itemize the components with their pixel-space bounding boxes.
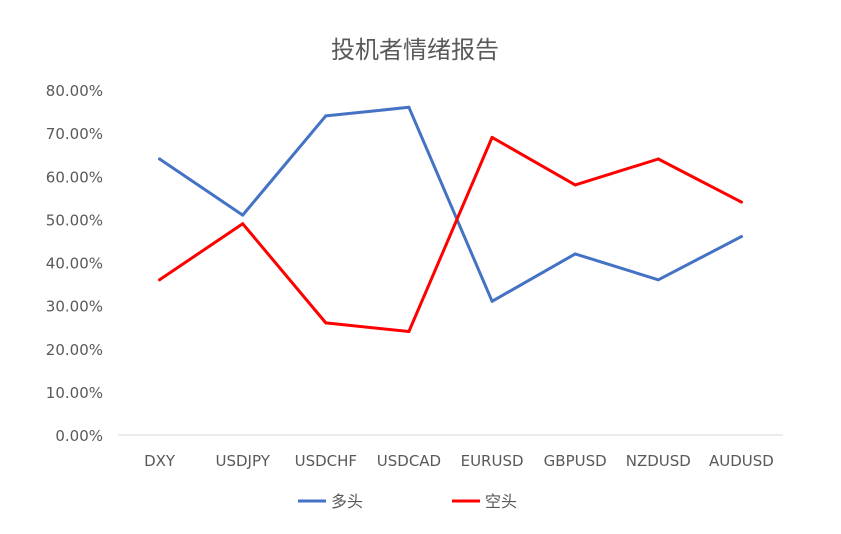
y-tick-label: 70.00%: [46, 125, 103, 143]
x-tick-label: NZDUSD: [626, 452, 691, 470]
series-line-1: [158, 105, 743, 303]
x-tick-label: DXY: [144, 452, 176, 470]
data-point: [573, 183, 577, 187]
y-tick-label: 80.00%: [46, 82, 103, 100]
chart-title: 投机者情绪报告: [331, 36, 499, 64]
y-tick-label: 0.00%: [55, 427, 103, 445]
series-lines: [158, 105, 743, 333]
data-point: [158, 157, 162, 161]
data-point: [158, 278, 162, 282]
x-tick-label: GBPUSD: [544, 452, 607, 470]
data-point: [324, 114, 328, 118]
y-tick-label: 10.00%: [46, 384, 103, 402]
series-line-2: [158, 135, 743, 333]
data-point: [241, 213, 245, 217]
x-tick-label: USDCHF: [295, 452, 357, 470]
data-point: [656, 157, 660, 161]
data-point: [407, 330, 411, 333]
data-point: [739, 235, 743, 239]
y-tick-label: 40.00%: [46, 255, 103, 273]
legend-label: 空头: [485, 492, 517, 511]
data-point: [739, 200, 743, 204]
data-point: [241, 222, 245, 226]
data-point: [407, 105, 411, 109]
x-axis-tick-labels: DXY USDJPY USDCHF USDCAD EURUSD GBPUSD NZDUSD A…: [144, 452, 774, 470]
data-point: [490, 135, 494, 139]
x-tick-label: EURUSD: [461, 452, 524, 470]
data-point: [573, 252, 577, 256]
data-point: [656, 278, 660, 282]
legend-label: 多头: [331, 492, 363, 511]
x-tick-label: USDJPY: [216, 452, 271, 470]
y-axis-tick-labels: 0.00% 10.00% 20.00% 30.00% 40.00% 50.00% 60.00…: [46, 82, 103, 445]
y-tick-label: 60.00%: [46, 168, 103, 186]
y-tick-label: 20.00%: [46, 341, 103, 359]
y-tick-label: 50.00%: [46, 211, 103, 229]
x-tick-label: USDCAD: [377, 452, 441, 470]
y-tick-label: 30.00%: [46, 298, 103, 316]
legend: 多头 空头: [298, 492, 517, 511]
data-point: [490, 299, 494, 303]
data-point: [324, 321, 328, 325]
x-tick-label: AUDUSD: [709, 452, 774, 470]
